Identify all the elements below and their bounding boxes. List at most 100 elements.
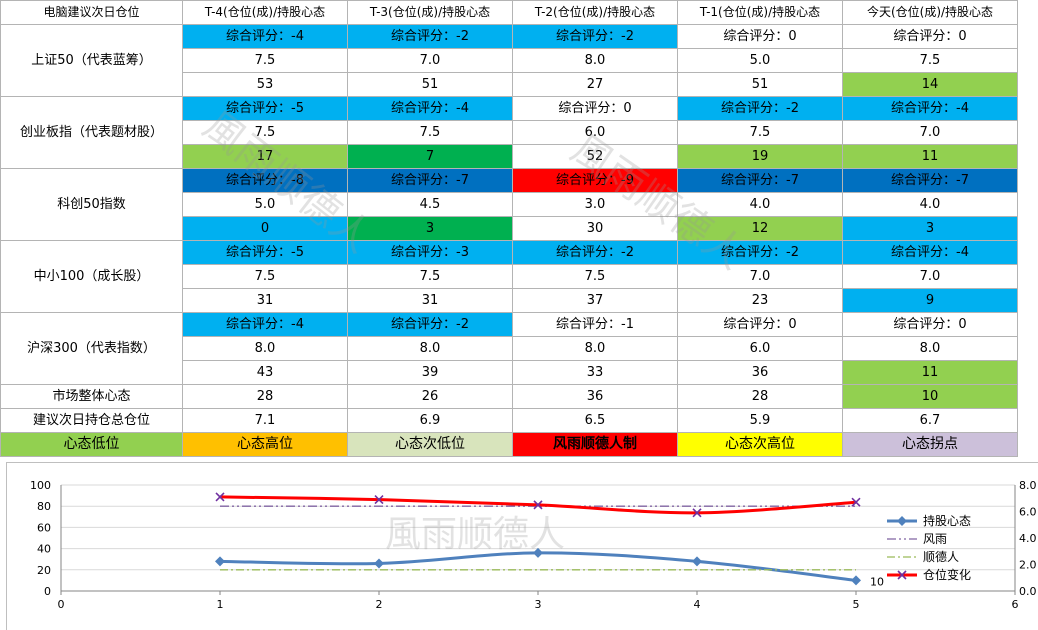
data-cell[interactable]: 综合评分：0 — [677, 312, 843, 337]
summary-cell[interactable]: 26 — [347, 384, 513, 409]
data-cell[interactable]: 53 — [182, 72, 348, 97]
index-name[interactable]: 上证50（代表蓝筹） — [0, 24, 183, 97]
data-cell[interactable]: 综合评分：-2 — [677, 240, 843, 265]
index-name[interactable]: 创业板指（代表题材股） — [0, 96, 183, 169]
data-cell[interactable]: 综合评分：-4 — [842, 96, 1018, 121]
data-cell[interactable]: 11 — [842, 360, 1018, 385]
data-cell[interactable]: 19 — [677, 144, 843, 169]
index-name[interactable]: 中小100（成长股） — [0, 240, 183, 313]
data-cell[interactable]: 7.5 — [182, 48, 348, 73]
data-cell[interactable]: 4.0 — [677, 192, 843, 217]
data-cell[interactable]: 36 — [677, 360, 843, 385]
data-cell[interactable]: 综合评分：-3 — [347, 240, 513, 265]
index-name[interactable]: 科创50指数 — [0, 168, 183, 241]
corner-label[interactable]: 电脑建议次日仓位 — [0, 0, 183, 25]
data-cell[interactable]: 7.5 — [347, 264, 513, 289]
data-cell[interactable]: 12 — [677, 216, 843, 241]
data-cell[interactable]: 0 — [182, 216, 348, 241]
legend-cell[interactable]: 心态低位 — [0, 432, 183, 457]
data-cell[interactable]: 37 — [512, 288, 678, 313]
data-cell[interactable]: 4.0 — [842, 192, 1018, 217]
summary-cell[interactable]: 36 — [512, 384, 678, 409]
data-cell[interactable]: 综合评分：-5 — [182, 96, 348, 121]
legend-cell[interactable]: 心态拐点 — [842, 432, 1018, 457]
summary-cell[interactable]: 10 — [842, 384, 1018, 409]
data-point[interactable] — [692, 556, 702, 567]
data-cell[interactable]: 8.0 — [512, 336, 678, 361]
data-cell[interactable]: 综合评分：0 — [512, 96, 678, 121]
data-cell[interactable]: 3 — [842, 216, 1018, 241]
summary-cell[interactable]: 7.1 — [182, 408, 348, 433]
data-cell[interactable]: 6.0 — [512, 120, 678, 145]
column-header[interactable]: 今天(仓位(成)/持股心态 — [842, 0, 1018, 25]
data-cell[interactable]: 3.0 — [512, 192, 678, 217]
data-cell[interactable]: 综合评分：-2 — [512, 24, 678, 49]
data-cell[interactable]: 综合评分：-4 — [347, 96, 513, 121]
summary-cell[interactable]: 6.9 — [347, 408, 513, 433]
data-cell[interactable]: 51 — [677, 72, 843, 97]
data-cell[interactable]: 综合评分：-4 — [182, 312, 348, 337]
data-cell[interactable]: 23 — [677, 288, 843, 313]
data-cell[interactable]: 8.0 — [512, 48, 678, 73]
data-cell[interactable]: 31 — [182, 288, 348, 313]
data-cell[interactable]: 综合评分：-2 — [347, 24, 513, 49]
data-cell[interactable]: 综合评分：-2 — [677, 96, 843, 121]
data-cell[interactable]: 综合评分：-1 — [512, 312, 678, 337]
data-cell[interactable]: 5.0 — [677, 48, 843, 73]
data-cell[interactable]: 7.5 — [347, 120, 513, 145]
data-cell[interactable]: 11 — [842, 144, 1018, 169]
data-cell[interactable]: 综合评分：-4 — [182, 24, 348, 49]
data-cell[interactable]: 17 — [182, 144, 348, 169]
data-cell[interactable]: 7 — [347, 144, 513, 169]
data-point[interactable] — [533, 500, 543, 510]
summary-cell[interactable]: 28 — [677, 384, 843, 409]
data-cell[interactable]: 8.0 — [347, 336, 513, 361]
data-cell[interactable]: 综合评分：-9 — [512, 168, 678, 193]
data-cell[interactable]: 综合评分：0 — [842, 312, 1018, 337]
data-cell[interactable]: 综合评分：-4 — [842, 240, 1018, 265]
data-cell[interactable]: 7.0 — [842, 264, 1018, 289]
summary-cell[interactable]: 5.9 — [677, 408, 843, 433]
data-cell[interactable]: 综合评分：-7 — [677, 168, 843, 193]
data-cell[interactable]: 综合评分：-7 — [842, 168, 1018, 193]
data-cell[interactable]: 39 — [347, 360, 513, 385]
summary-label[interactable]: 市场整体心态 — [0, 384, 183, 409]
data-cell[interactable]: 14 — [842, 72, 1018, 97]
data-cell[interactable]: 7.0 — [677, 264, 843, 289]
data-cell[interactable]: 27 — [512, 72, 678, 97]
data-cell[interactable]: 4.5 — [347, 192, 513, 217]
data-cell[interactable]: 33 — [512, 360, 678, 385]
column-header[interactable]: T-3(仓位(成)/持股心态 — [347, 0, 513, 25]
data-cell[interactable]: 51 — [347, 72, 513, 97]
data-point[interactable] — [692, 508, 702, 518]
data-cell[interactable]: 7.5 — [182, 120, 348, 145]
data-cell[interactable]: 52 — [512, 144, 678, 169]
data-cell[interactable]: 8.0 — [182, 336, 348, 361]
data-cell[interactable]: 6.0 — [677, 336, 843, 361]
data-cell[interactable]: 7.0 — [347, 48, 513, 73]
data-cell[interactable]: 综合评分：-7 — [347, 168, 513, 193]
legend-cell[interactable]: 心态高位 — [182, 432, 348, 457]
summary-label[interactable]: 建议次日持仓总仓位 — [0, 408, 183, 433]
data-cell[interactable]: 综合评分：-2 — [347, 312, 513, 337]
chart-area[interactable]: 0 20 40 60 80 100 0.0 2.0 4.0 6.0 8.0 0 1 2 3 4 5 6 10 持股心态… — [6, 462, 1038, 630]
data-point[interactable] — [851, 575, 861, 586]
column-header[interactable]: T-4(仓位(成)/持股心态 — [182, 0, 348, 25]
legend-cell[interactable]: 心态次高位 — [677, 432, 843, 457]
summary-cell[interactable]: 28 — [182, 384, 348, 409]
data-cell[interactable]: 30 — [512, 216, 678, 241]
data-cell[interactable]: 7.5 — [182, 264, 348, 289]
data-cell[interactable]: 综合评分：-2 — [512, 240, 678, 265]
data-cell[interactable]: 综合评分：-8 — [182, 168, 348, 193]
data-cell[interactable]: 综合评分：0 — [677, 24, 843, 49]
summary-cell[interactable]: 6.7 — [842, 408, 1018, 433]
data-point[interactable] — [374, 558, 384, 569]
data-point[interactable] — [533, 547, 543, 558]
data-cell[interactable]: 综合评分：0 — [842, 24, 1018, 49]
data-cell[interactable]: 5.0 — [182, 192, 348, 217]
column-header[interactable]: T-2(仓位(成)/持股心态 — [512, 0, 678, 25]
data-cell[interactable]: 8.0 — [842, 336, 1018, 361]
summary-cell[interactable]: 6.5 — [512, 408, 678, 433]
data-point[interactable] — [851, 497, 861, 507]
data-point[interactable] — [215, 556, 225, 567]
